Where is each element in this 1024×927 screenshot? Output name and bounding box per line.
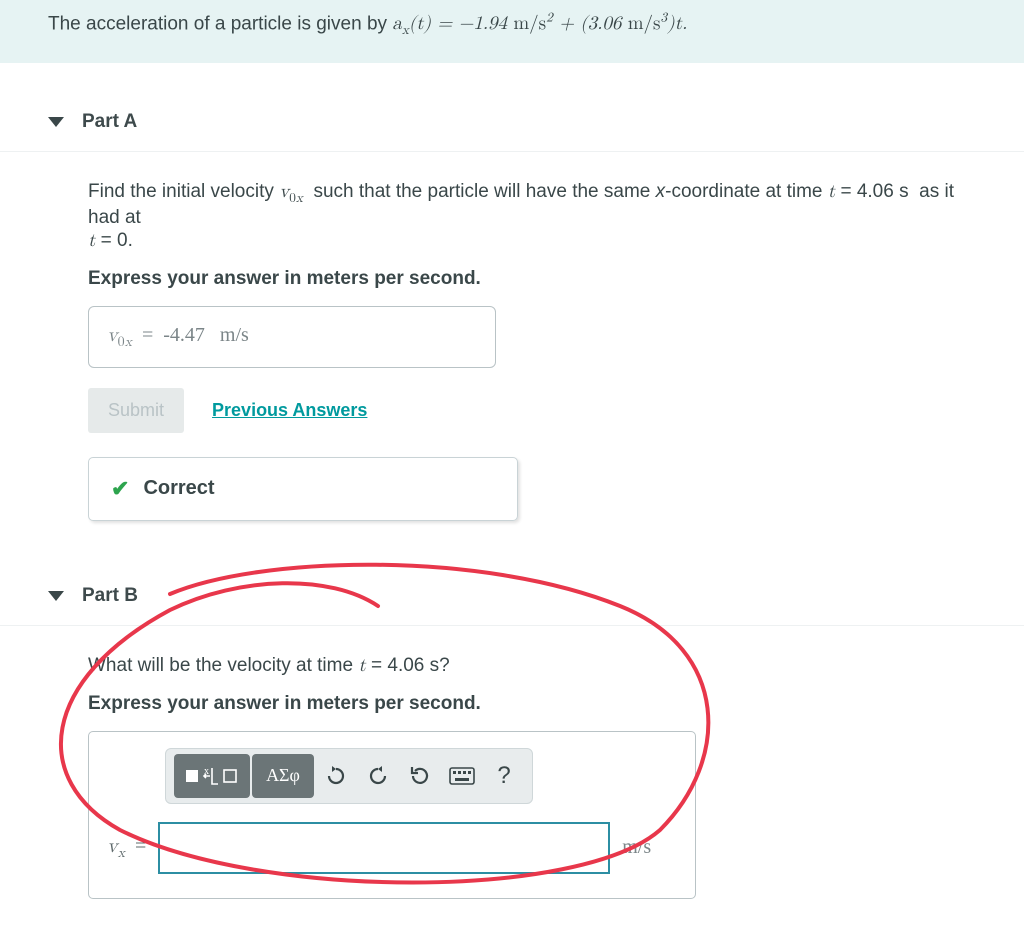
redo-button[interactable] xyxy=(358,754,398,798)
part-a-title: Part A xyxy=(82,111,137,133)
equation-toolbar: x ΑΣφ xyxy=(165,748,533,804)
collapse-caret-icon xyxy=(48,591,64,601)
templates-icon: x xyxy=(184,762,240,790)
greek-button[interactable]: ΑΣφ xyxy=(252,754,314,798)
correct-label: Correct xyxy=(143,477,214,500)
part-a: Part A Find the initial velocity v0x suc… xyxy=(0,93,1024,549)
collapse-caret-icon xyxy=(48,117,64,127)
part-b-instruction: Express your answer in meters per second… xyxy=(88,693,976,715)
answer-variable: vx = xyxy=(107,834,146,862)
keyboard-button[interactable] xyxy=(442,754,482,798)
part-a-header[interactable]: Part A xyxy=(0,93,1024,152)
answer-input-panel: x ΑΣφ xyxy=(88,731,696,899)
part-b: Part B What will be the velocity at time… xyxy=(0,567,1024,927)
problem-statement: The acceleration of a particle is given … xyxy=(0,0,1024,63)
undo-icon xyxy=(324,764,348,788)
redo-icon xyxy=(366,764,390,788)
answer-input[interactable] xyxy=(158,822,610,874)
keyboard-icon xyxy=(449,767,475,785)
help-button[interactable]: ? xyxy=(484,754,524,798)
reset-button[interactable] xyxy=(400,754,440,798)
correct-feedback: ✔ Correct xyxy=(88,457,518,521)
part-a-answer-value: -4.47 xyxy=(163,324,205,346)
undo-button[interactable] xyxy=(316,754,356,798)
part-b-title: Part B xyxy=(82,585,138,607)
part-b-header[interactable]: Part B xyxy=(0,567,1024,626)
part-a-question: Find the initial velocity v0x such that … xyxy=(88,180,976,252)
previous-answers-link[interactable]: Previous Answers xyxy=(212,400,367,421)
check-icon: ✔ xyxy=(111,476,129,502)
problem-prefix: The acceleration of a particle is given … xyxy=(48,13,392,34)
problem-equation: ax(t) = −1.94 m/s2 + (3.06 m/s3)t. xyxy=(392,14,687,33)
part-b-question: What will be the velocity at time t = 4.… xyxy=(88,654,976,677)
reset-icon xyxy=(408,764,432,788)
part-a-instruction: Express your answer in meters per second… xyxy=(88,268,976,290)
answer-unit: m/s xyxy=(622,836,651,859)
submit-button[interactable]: Submit xyxy=(88,388,184,433)
part-a-answer-box: v0x = -4.47 m/s xyxy=(88,306,496,368)
templates-button[interactable]: x xyxy=(174,754,250,798)
